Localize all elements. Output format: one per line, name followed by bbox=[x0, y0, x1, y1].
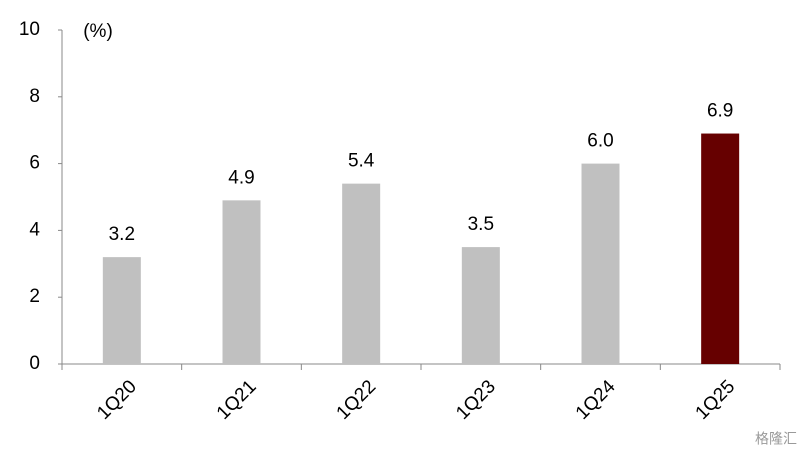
x-tick-label: 1Q24 bbox=[572, 376, 620, 424]
value-label: 6.0 bbox=[587, 131, 613, 152]
x-tick-label: 1Q22 bbox=[333, 376, 381, 424]
y-tick-label: 8 bbox=[29, 86, 40, 107]
y-tick-label: 6 bbox=[29, 153, 40, 174]
x-tick-label: 1Q20 bbox=[93, 376, 141, 424]
y-tick-label: 4 bbox=[29, 219, 40, 240]
unit-label: (%) bbox=[83, 21, 113, 42]
value-label: 4.9 bbox=[228, 167, 254, 188]
bar bbox=[581, 163, 620, 364]
value-label: 3.2 bbox=[109, 224, 135, 245]
watermark: 格隆汇 bbox=[755, 431, 797, 447]
value-label: 3.5 bbox=[468, 214, 494, 235]
y-tick-label: 0 bbox=[29, 353, 40, 374]
bar bbox=[102, 257, 141, 364]
bar bbox=[701, 133, 740, 364]
x-tick-label: 1Q21 bbox=[213, 376, 261, 424]
y-tick-label: 10 bbox=[19, 19, 40, 40]
y-tick-label: 2 bbox=[29, 286, 40, 307]
x-tick-label: 1Q23 bbox=[452, 376, 500, 424]
bar bbox=[342, 183, 381, 364]
bar bbox=[222, 200, 261, 364]
bar bbox=[461, 247, 500, 364]
value-label: 5.4 bbox=[348, 151, 375, 172]
value-label: 6.9 bbox=[707, 101, 733, 122]
x-tick-label: 1Q25 bbox=[692, 376, 740, 424]
